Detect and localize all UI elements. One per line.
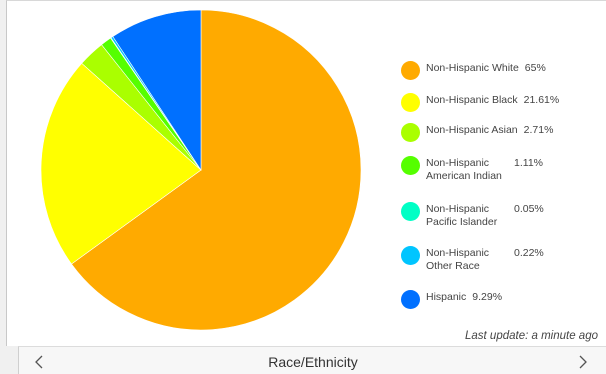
legend-swatch xyxy=(401,123,420,142)
legend-item-non-hispanic-asian[interactable]: Non-Hispanic Asian 2.71% xyxy=(401,123,554,142)
legend-label: Non-Hispanic Black xyxy=(426,94,518,106)
legend-value: 65% xyxy=(524,62,546,74)
legend-swatch xyxy=(401,156,420,175)
legend-label: Hispanic xyxy=(426,291,467,303)
legend-item-non-hispanic-pacific-islander[interactable]: Non-Hispanic Pacific Islander 0.05% xyxy=(401,202,544,229)
legend-item-non-hispanic-other-race[interactable]: Non-Hispanic Other Race 0.22% xyxy=(401,246,544,273)
legend-item-hispanic[interactable]: Hispanic 9.29% xyxy=(401,290,503,309)
chart-footer: Race/Ethnicity xyxy=(18,346,606,374)
legend-item-non-hispanic-black[interactable]: Non-Hispanic Black 21.61% xyxy=(401,93,560,112)
pie-slice-non-hispanic-white[interactable] xyxy=(71,9,362,331)
chart-title: Race/Ethnicity xyxy=(268,354,358,370)
legend-value: 0.05% xyxy=(514,203,544,215)
chevron-right-icon[interactable] xyxy=(573,353,591,371)
legend-swatch xyxy=(401,61,420,80)
legend-value: 2.71% xyxy=(523,124,554,136)
legend-swatch xyxy=(401,246,420,265)
legend-item-non-hispanic-american-indian[interactable]: Non-Hispanic American Indian 1.11% xyxy=(401,156,543,183)
legend-item-non-hispanic-white[interactable]: Non-Hispanic White 65% xyxy=(401,61,546,80)
legend-label: Non-Hispanic Asian xyxy=(426,124,518,136)
pie-slice-non-hispanic-black[interactable] xyxy=(40,62,202,265)
legend-value: 9.29% xyxy=(472,291,503,303)
legend-value: 0.22% xyxy=(514,247,544,259)
chevron-left-icon[interactable] xyxy=(31,353,49,371)
pie-chart xyxy=(40,9,362,331)
footer-spacer xyxy=(0,346,18,374)
legend-value: 21.61% xyxy=(523,94,560,106)
legend-swatch xyxy=(401,202,420,221)
legend-label: Non-Hispanic Other Race xyxy=(426,247,490,272)
chart-panel: Non-Hispanic White 65% Non-Hispanic Blac… xyxy=(6,0,606,346)
legend-label: Non-Hispanic American Indian xyxy=(426,157,502,182)
last-update-text: Last update: a minute ago xyxy=(465,330,598,342)
legend-value: 1.11% xyxy=(514,157,543,169)
legend-swatch xyxy=(401,290,420,309)
legend-swatch xyxy=(401,93,420,112)
legend-label: Non-Hispanic Pacific Islander xyxy=(426,203,498,228)
legend-label: Non-Hispanic White xyxy=(426,62,519,74)
pie-slice-hispanic[interactable] xyxy=(112,9,202,171)
